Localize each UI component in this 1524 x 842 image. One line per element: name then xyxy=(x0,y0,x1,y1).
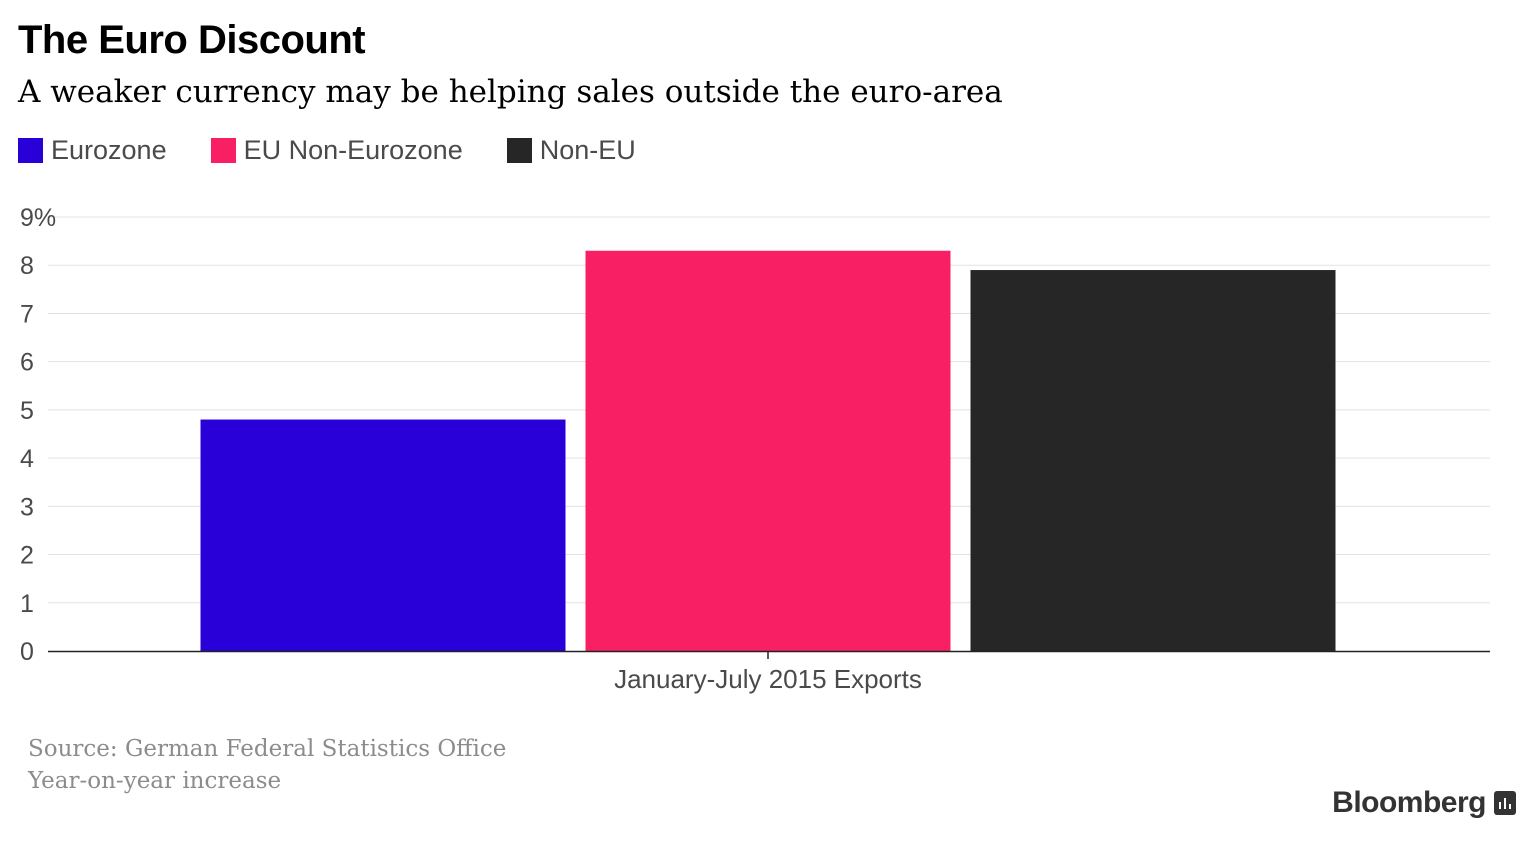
legend-swatch-non-eu xyxy=(506,137,532,163)
legend-item-eu-non-eurozone: EU Non-Eurozone xyxy=(210,134,463,166)
legend: Eurozone EU Non-Eurozone Non-EU xyxy=(18,132,680,168)
bar-chart-icon xyxy=(1494,791,1516,815)
legend-label: Eurozone xyxy=(51,134,167,165)
bar-eu-non-eurozone xyxy=(585,250,951,651)
bar-non-eu xyxy=(970,270,1336,651)
bar-chart: 0 1 2 3 4 5 6 7 8 9% January-July 2015 Exports xyxy=(20,204,1490,694)
y-tick-label: 5 xyxy=(20,397,34,425)
y-tick-label: 0 xyxy=(20,638,34,666)
bar-eurozone xyxy=(200,419,566,651)
source-note: Source: German Federal Statistics Office xyxy=(28,736,507,762)
brand-name: Bloomberg xyxy=(1332,786,1486,819)
legend-label: Non-EU xyxy=(539,134,636,165)
chart-footnote: Source: German Federal Statistics Office… xyxy=(28,733,506,797)
legend-label: EU Non-Eurozone xyxy=(243,134,463,165)
y-tick-label: 2 xyxy=(20,542,34,570)
x-tick-label: January-July 2015 Exports xyxy=(614,664,922,694)
legend-swatch-eurozone xyxy=(18,137,43,163)
y-tick-label: 8 xyxy=(20,252,34,280)
chart-subtitle: A weaker currency may be helping sales o… xyxy=(18,74,1003,110)
y-tick-label: 3 xyxy=(20,493,34,521)
y-tick-label: 9% xyxy=(20,204,56,232)
y-tick-label: 6 xyxy=(20,349,34,377)
legend-item-eurozone: Eurozone xyxy=(18,135,167,166)
chart-title: The Euro Discount xyxy=(18,18,366,62)
legend-item-non-eu: Non-EU xyxy=(506,134,636,166)
y-tick-label: 1 xyxy=(20,590,34,618)
y-tick-label: 7 xyxy=(20,300,34,328)
bloomberg-logo: Bloomberg xyxy=(1332,786,1516,820)
legend-swatch-eu-non-eurozone xyxy=(210,137,236,163)
unit-note: Year-on-year increase xyxy=(28,768,282,794)
y-tick-label: 4 xyxy=(20,445,34,473)
